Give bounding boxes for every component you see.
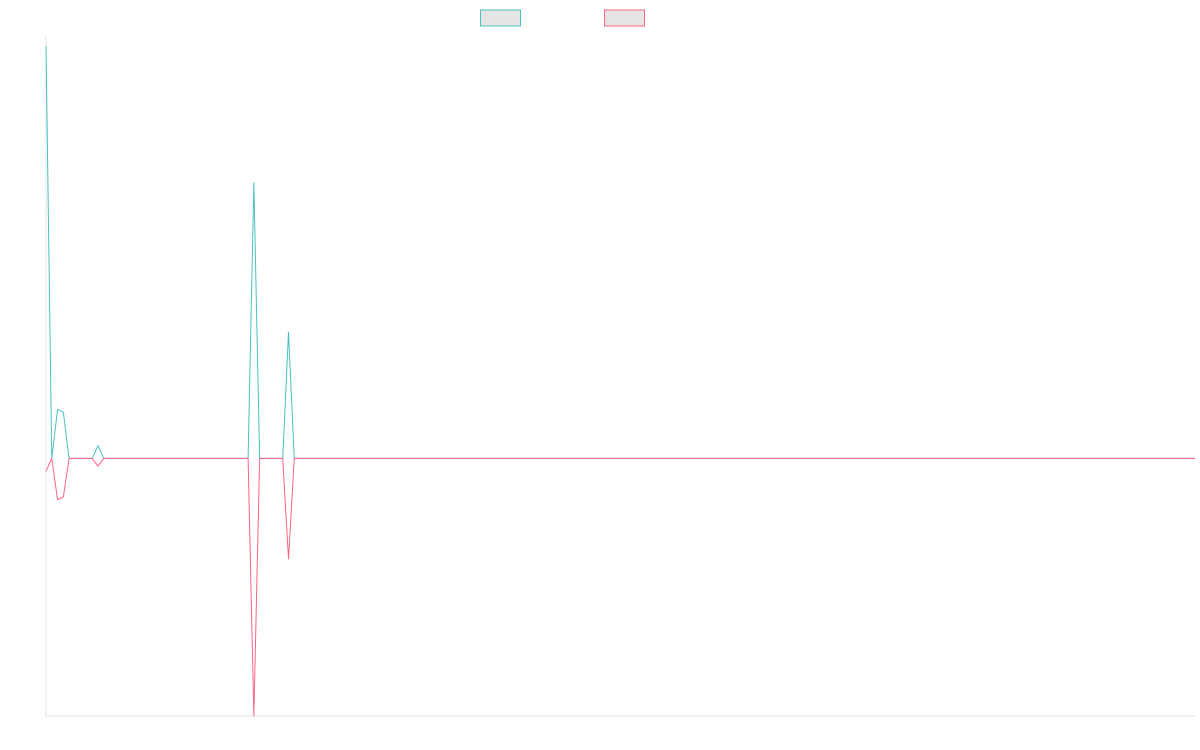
legend-swatch-1[interactable] (480, 9, 521, 27)
legend-swatch-2[interactable] (604, 9, 645, 27)
series-line-2 (45, 457, 1195, 717)
plot-area (45, 46, 1195, 717)
legend (480, 9, 645, 27)
series-line-1 (45, 46, 1195, 459)
axes (45, 36, 1195, 717)
